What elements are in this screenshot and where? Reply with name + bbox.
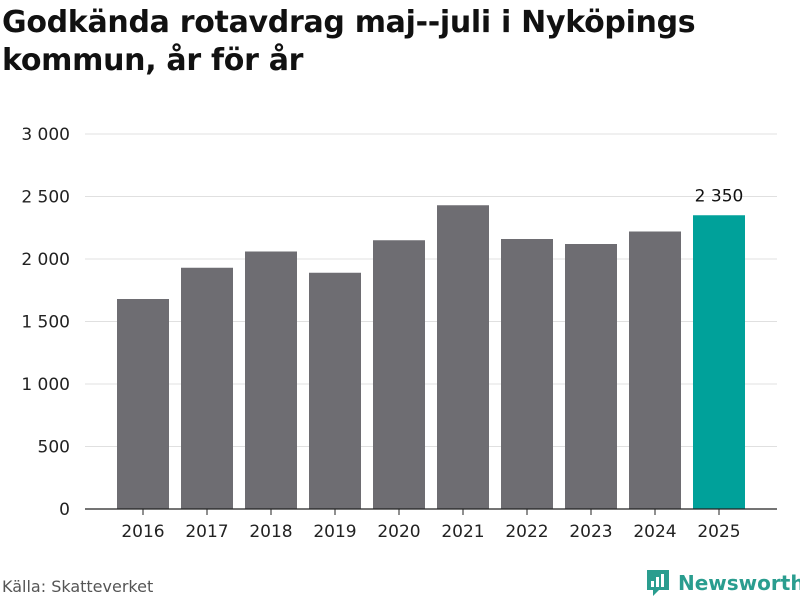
y-tick-label: 2 500 [21, 188, 70, 208]
y-tick-label: 1 000 [21, 375, 70, 395]
x-axis-tick-labels: 2016 2017 2018 2019 2020 2021 2022 2023 2024 2025 [121, 509, 741, 542]
y-axis-tick-labels: 0 500 1 000 1 500 2 000 2 500 3 000 [21, 125, 70, 520]
bars [117, 205, 745, 509]
x-tick-label: 2017 [185, 522, 228, 542]
y-tick-label: 2 000 [21, 250, 70, 270]
bar [437, 205, 489, 509]
x-tick-label: 2021 [441, 522, 484, 542]
x-tick-label: 2025 [697, 522, 740, 542]
bar [501, 239, 553, 509]
bar [629, 231, 681, 509]
y-tick-label: 0 [59, 500, 70, 520]
newsworthy-icon [647, 570, 669, 596]
x-tick-label: 2020 [377, 522, 420, 542]
bar [309, 272, 361, 509]
bar [693, 215, 745, 509]
bar [373, 240, 425, 509]
source-note: Källa: Skatteverket [2, 577, 154, 596]
bar [245, 251, 297, 509]
x-tick-label: 2022 [505, 522, 548, 542]
bar [565, 244, 617, 509]
data-labels: 2 350 [695, 186, 744, 206]
bar [117, 299, 169, 509]
x-tick-label: 2016 [121, 522, 164, 542]
chart-title: Godkända rotavdrag maj--juli i Nyköpings… [2, 5, 696, 78]
x-tick-label: 2024 [633, 522, 676, 542]
x-tick-label: 2018 [249, 522, 292, 542]
newsworthy-logo: Newsworthy [645, 568, 800, 598]
brand-name: Newsworthy [678, 571, 800, 595]
x-tick-label: 2019 [313, 522, 356, 542]
y-tick-label: 3 000 [21, 125, 70, 145]
bar [181, 267, 233, 509]
y-tick-label: 500 [38, 438, 70, 458]
data-label: 2 350 [695, 186, 744, 206]
x-tick-label: 2023 [569, 522, 612, 542]
y-tick-label: 1 500 [21, 313, 70, 333]
